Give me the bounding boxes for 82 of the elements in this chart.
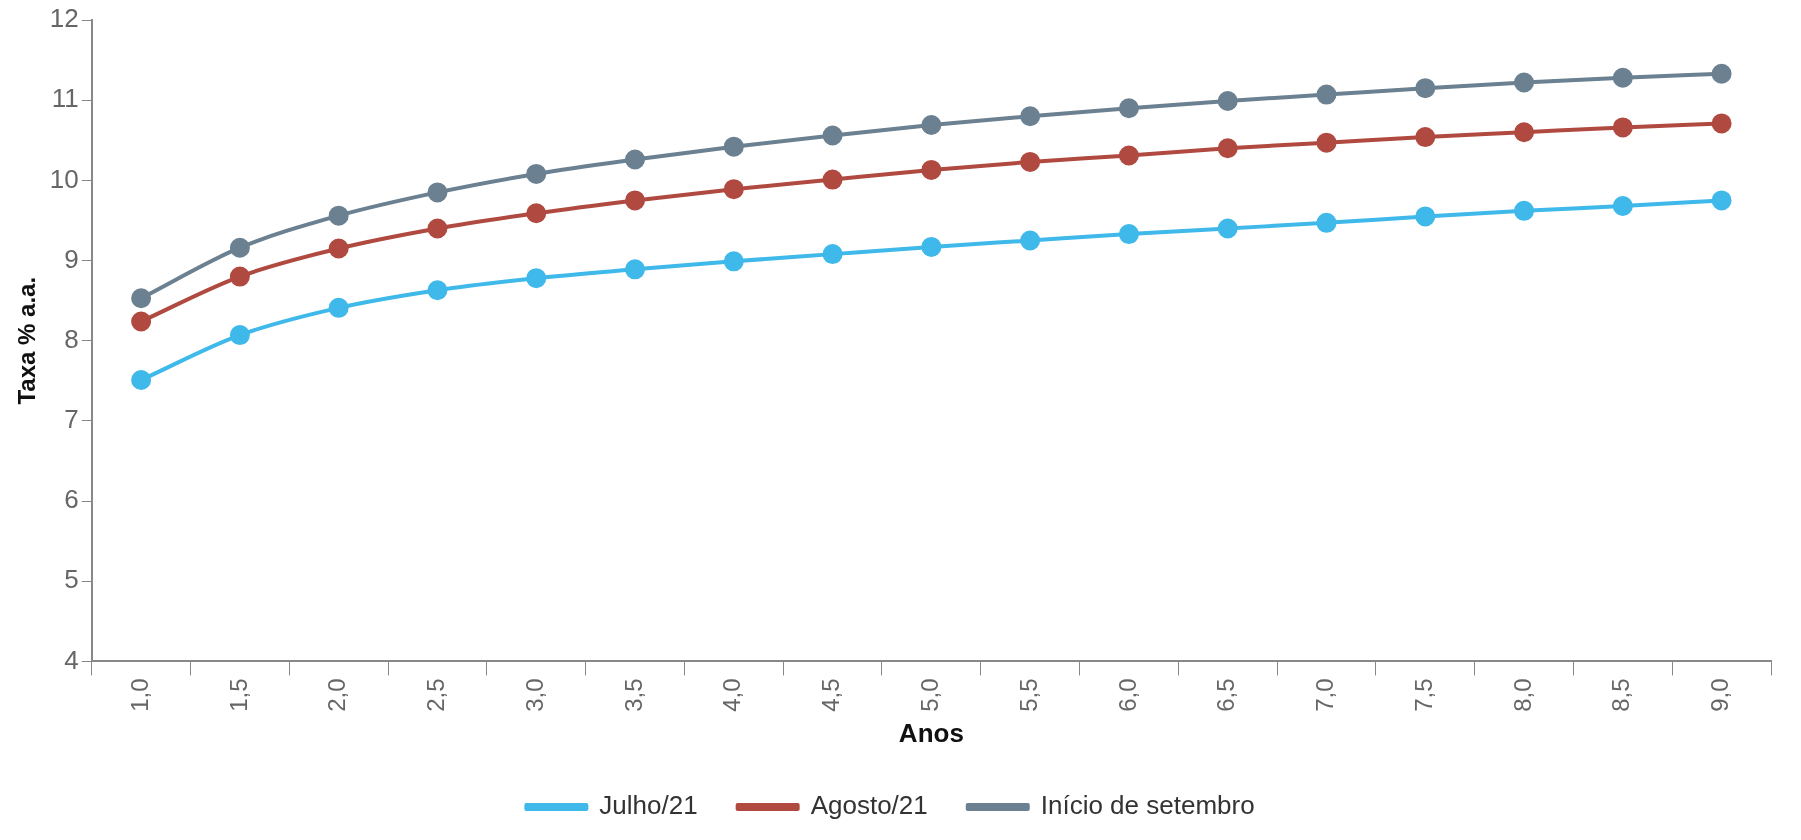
point xyxy=(1020,230,1041,251)
point xyxy=(625,190,646,211)
x-tick-label: 1,5 xyxy=(224,678,252,712)
point xyxy=(723,179,744,200)
y-tick-label: 6 xyxy=(64,484,79,515)
x-tick-label: 8,5 xyxy=(1607,678,1635,712)
point xyxy=(1415,78,1436,99)
point xyxy=(1217,218,1238,239)
point xyxy=(1415,206,1436,227)
y-tick-label: 7 xyxy=(64,404,79,435)
point xyxy=(526,203,547,224)
x-tick-label: 8,0 xyxy=(1508,678,1536,712)
point xyxy=(1217,90,1238,111)
point xyxy=(229,325,250,346)
point xyxy=(229,237,250,258)
point xyxy=(625,149,646,170)
x-tick-label: 3,5 xyxy=(619,678,647,712)
point xyxy=(328,238,349,259)
point xyxy=(131,370,152,391)
y-tick-label: 8 xyxy=(64,323,79,354)
point xyxy=(131,311,152,332)
point xyxy=(921,236,942,257)
point xyxy=(1711,63,1732,84)
x-axis-title: Anos xyxy=(898,717,964,748)
point xyxy=(1316,84,1337,105)
point xyxy=(1118,98,1139,119)
point xyxy=(229,266,250,287)
y-axis-title: Taxa % a.a. xyxy=(13,276,41,405)
x-tick-label: 5,0 xyxy=(915,678,943,712)
point xyxy=(1711,113,1732,134)
point xyxy=(1217,138,1238,159)
point xyxy=(723,136,744,157)
point xyxy=(822,125,843,146)
point xyxy=(131,288,152,309)
y-tick-label: 4 xyxy=(64,644,79,675)
point xyxy=(526,268,547,289)
point xyxy=(328,205,349,226)
point xyxy=(1020,151,1041,172)
x-tick-label: 5,5 xyxy=(1014,678,1042,712)
x-tick-label: 9,0 xyxy=(1706,678,1734,712)
legend-label: Julho/21 xyxy=(599,790,698,821)
x-tick-label: 4,5 xyxy=(817,678,845,712)
point xyxy=(1020,106,1041,127)
x-tick-label: 2,5 xyxy=(422,678,450,712)
point xyxy=(1316,132,1337,153)
point xyxy=(1316,212,1337,233)
point xyxy=(1612,117,1633,138)
y-tick-label: 9 xyxy=(64,243,79,274)
point xyxy=(1514,72,1535,93)
point xyxy=(1514,200,1535,221)
point xyxy=(427,218,448,239)
y-tick-label: 5 xyxy=(64,564,79,595)
point xyxy=(328,297,349,318)
y-tick-label: 11 xyxy=(51,83,79,114)
y-tick-label: 10 xyxy=(49,163,79,194)
point xyxy=(1118,224,1139,245)
point xyxy=(1612,196,1633,217)
point xyxy=(921,159,942,180)
point xyxy=(822,244,843,265)
x-tick-label: 6,5 xyxy=(1212,678,1240,712)
point xyxy=(1711,190,1732,211)
point xyxy=(1415,127,1436,148)
x-tick-label: 2,0 xyxy=(323,678,351,712)
x-tick-label: 3,0 xyxy=(520,678,548,712)
point xyxy=(526,163,547,184)
legend-label: Agosto/21 xyxy=(810,790,928,821)
point xyxy=(921,115,942,136)
x-tick-label: 1,0 xyxy=(125,678,153,712)
point xyxy=(427,182,448,203)
x-tick-label: 7,0 xyxy=(1311,678,1339,712)
point xyxy=(427,280,448,301)
x-tick-label: 6,0 xyxy=(1113,678,1141,712)
point xyxy=(1118,145,1139,166)
point xyxy=(822,169,843,190)
point xyxy=(1514,122,1535,143)
point xyxy=(723,251,744,272)
legend-label: Início de setembro xyxy=(1040,790,1255,821)
x-tick-label: 7,5 xyxy=(1409,678,1437,712)
point xyxy=(1612,67,1633,88)
y-tick-label: 12 xyxy=(49,3,79,34)
x-tick-label: 4,0 xyxy=(718,678,746,712)
point xyxy=(625,259,646,280)
